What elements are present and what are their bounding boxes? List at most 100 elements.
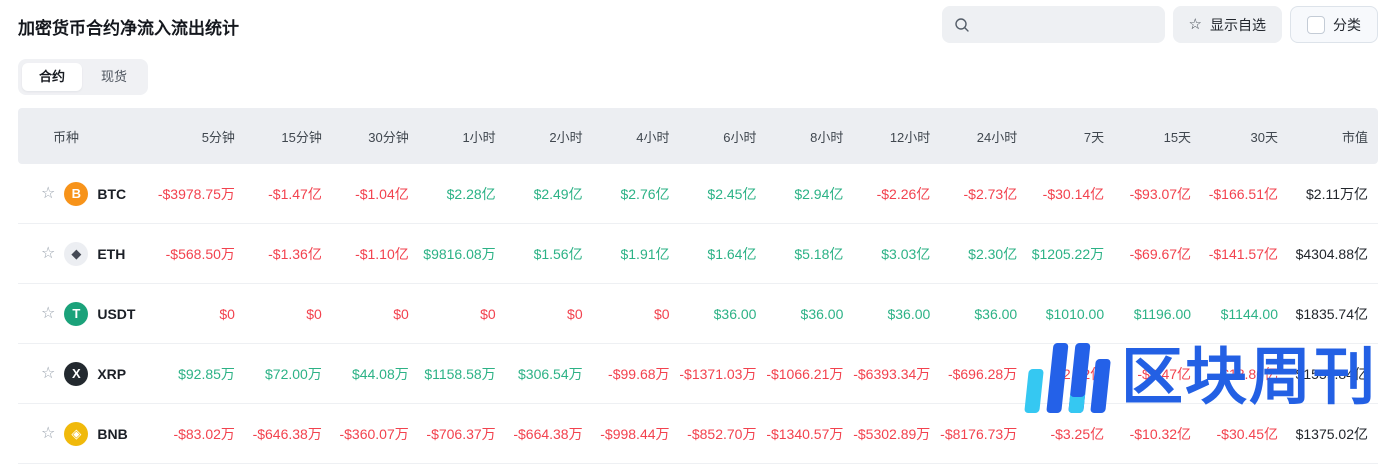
market-cap-cell: $4304.88亿 xyxy=(1295,245,1368,262)
column-header-2h[interactable]: 2小时 xyxy=(549,129,583,145)
flow-value-cell: $1158.58万 xyxy=(424,365,496,382)
bnb-coin-icon: ◈ xyxy=(64,421,89,446)
table-row[interactable]: ☆ ◈ BNB -$83.02万 -$646.38万 -$360.07万 -$706.37万… xyxy=(18,404,1378,464)
category-label: 分类 xyxy=(1333,16,1361,33)
flow-value-cell: -$5302.89万 xyxy=(853,425,931,442)
flow-value-cell: -$83.02万 xyxy=(173,425,235,442)
category-checkbox[interactable] xyxy=(1307,15,1325,34)
column-header-1h[interactable]: 1小时 xyxy=(462,129,496,145)
flow-value-cell: -$3.25亿 xyxy=(1050,425,1105,442)
column-header-15d[interactable]: 15天 xyxy=(1163,129,1192,145)
coin-symbol: BTC xyxy=(97,185,127,202)
column-header-6h[interactable]: 6小时 xyxy=(723,129,757,145)
flow-value-cell: -$30.45亿 xyxy=(1216,425,1278,442)
show-favorites-button[interactable]: ☆ 显示自选 xyxy=(1172,6,1282,43)
flow-value-cell: -$1.36亿 xyxy=(268,245,322,262)
table-row[interactable]: ☆ T USDT $0 $0 $0 $0 $0 $0 $36.00 $36.00 $36.00 $36.… xyxy=(18,284,1378,344)
column-header-15min[interactable]: 15分钟 xyxy=(281,129,322,145)
table-row[interactable]: ☆ X XRP $92.85万 $72.00万 $44.08万 $1158.58万 $306.… xyxy=(18,344,1378,404)
flow-value-cell: $1205.22万 xyxy=(1031,245,1105,262)
coin-symbol: ETH xyxy=(97,245,126,262)
flow-value-cell: -$3978.75万 xyxy=(157,185,235,202)
flow-value-cell: -$141.57亿 xyxy=(1208,245,1278,262)
flow-value-cell: -$99.68万 xyxy=(608,365,670,382)
flow-value-cell: -$1.10亿 xyxy=(355,245,409,262)
flow-value-cell: $9816.08万 xyxy=(423,245,496,262)
column-header-coin[interactable]: 币种 xyxy=(53,129,80,145)
coin-cell: ☆ X XRP xyxy=(18,361,148,386)
flow-value-cell: $1196.00 xyxy=(1133,305,1192,322)
xrp-coin-icon: X xyxy=(64,361,89,386)
flow-value-cell: $1144.00 xyxy=(1220,305,1278,322)
flow-value-cell: $2.94亿 xyxy=(794,185,844,202)
flow-value-cell: $0 xyxy=(567,305,583,322)
flows-table: 币种 5分钟 15分钟 30分钟 1小时 2小时 4小时 6小时 8小时 12小… xyxy=(18,108,1378,464)
table-row[interactable]: ☆ B BTC -$3978.75万 -$1.47亿 -$1.04亿 $2.28亿 $2.49… xyxy=(18,164,1378,224)
market-cap-cell: $2.11万亿 xyxy=(1306,185,1368,202)
search-box[interactable] xyxy=(941,6,1165,43)
flow-value-cell: $36.00 xyxy=(800,305,844,322)
flow-value-cell: $2.45亿 xyxy=(707,185,757,202)
flow-value-cell: -$8176.73万 xyxy=(940,425,1018,442)
flow-value-cell: $306.54万 xyxy=(518,365,583,382)
flow-value-cell: -$69.67亿 xyxy=(1129,245,1192,262)
tab-group: 合约 现货 xyxy=(18,59,149,95)
tab-spot[interactable]: 现货 xyxy=(101,69,128,84)
coin-cell: ☆ B BTC xyxy=(18,181,148,206)
flow-value-cell: -$696.28万 xyxy=(947,365,1018,382)
usdt-coin-icon: T xyxy=(64,301,89,326)
flow-value-cell: $36.00 xyxy=(887,305,931,322)
flow-value-cell: -$10.32亿 xyxy=(1129,425,1192,442)
column-header-4h[interactable]: 4小时 xyxy=(636,129,670,145)
favorite-star-icon[interactable]: ☆ xyxy=(41,244,56,262)
search-input[interactable] xyxy=(977,17,1153,32)
page-title: 加密货币合约净流入流出统计 xyxy=(18,19,239,38)
toolbar: ☆ 显示自选 分类 xyxy=(941,6,1378,43)
category-button[interactable]: 分类 xyxy=(1290,6,1378,43)
table-header: 币种 5分钟 15分钟 30分钟 1小时 2小时 4小时 6小时 8小时 12小… xyxy=(18,108,1378,164)
column-header-7d[interactable]: 7天 xyxy=(1083,129,1105,145)
flow-value-cell: -$2.73亿 xyxy=(963,185,1018,202)
flow-value-cell: -$2.32亿 xyxy=(1050,365,1105,382)
flow-value-cell: -$1066.21万 xyxy=(766,365,844,382)
column-header-8h[interactable]: 8小时 xyxy=(810,129,844,145)
eth-coin-icon: ◆ xyxy=(64,241,89,266)
coin-symbol: BNB xyxy=(97,425,128,442)
flow-value-cell: -$706.37万 xyxy=(426,425,496,442)
flow-value-cell: $36.00 xyxy=(974,305,1018,322)
column-header-30d[interactable]: 30天 xyxy=(1250,129,1278,145)
coin-symbol: XRP xyxy=(97,365,127,382)
search-icon xyxy=(954,17,969,32)
flow-value-cell: -$18.80亿 xyxy=(1216,365,1278,382)
column-header-24h[interactable]: 24小时 xyxy=(976,129,1018,145)
market-cap-cell: $1375.02亿 xyxy=(1295,425,1368,442)
favorite-star-icon[interactable]: ☆ xyxy=(41,184,56,202)
flow-value-cell: -$1.04亿 xyxy=(355,185,409,202)
column-header-mcap[interactable]: 市值 xyxy=(1341,129,1368,145)
favorite-star-icon[interactable]: ☆ xyxy=(41,304,56,322)
flow-value-cell: -$93.07亿 xyxy=(1129,185,1192,202)
flow-value-cell: -$2.26亿 xyxy=(876,185,931,202)
flow-value-cell: $0 xyxy=(480,305,496,322)
favorite-star-icon[interactable]: ☆ xyxy=(41,364,56,382)
column-header-5min[interactable]: 5分钟 xyxy=(201,129,235,145)
column-header-30min[interactable]: 30分钟 xyxy=(368,129,409,145)
table-row[interactable]: ☆ ◆ ETH -$568.50万 -$1.36亿 -$1.10亿 $9816.08万 $1.… xyxy=(18,224,1378,284)
favorite-star-icon[interactable]: ☆ xyxy=(41,424,56,442)
flow-value-cell: -$6393.34万 xyxy=(853,365,931,382)
flow-value-cell: $92.85万 xyxy=(178,365,235,382)
flow-value-cell: $2.76亿 xyxy=(620,185,670,202)
tab-contract[interactable]: 合约 xyxy=(22,63,83,91)
coin-cell: ☆ ◆ ETH xyxy=(18,241,148,266)
market-cap-cell: $1835.74亿 xyxy=(1295,305,1368,322)
flow-value-cell: -$998.44万 xyxy=(600,425,670,442)
flow-value-cell: $0 xyxy=(393,305,409,322)
coin-symbol: USDT xyxy=(97,305,136,322)
show-favorites-label: 显示自选 xyxy=(1210,16,1266,33)
column-header-12h[interactable]: 12小时 xyxy=(889,129,931,145)
flow-value-cell: -$360.07万 xyxy=(339,425,409,442)
flow-value-cell: -$1371.03万 xyxy=(679,365,757,382)
table-body: ☆ B BTC -$3978.75万 -$1.47亿 -$1.04亿 $2.28亿 $2.49… xyxy=(18,164,1378,464)
flow-value-cell: $72.00万 xyxy=(265,365,322,382)
